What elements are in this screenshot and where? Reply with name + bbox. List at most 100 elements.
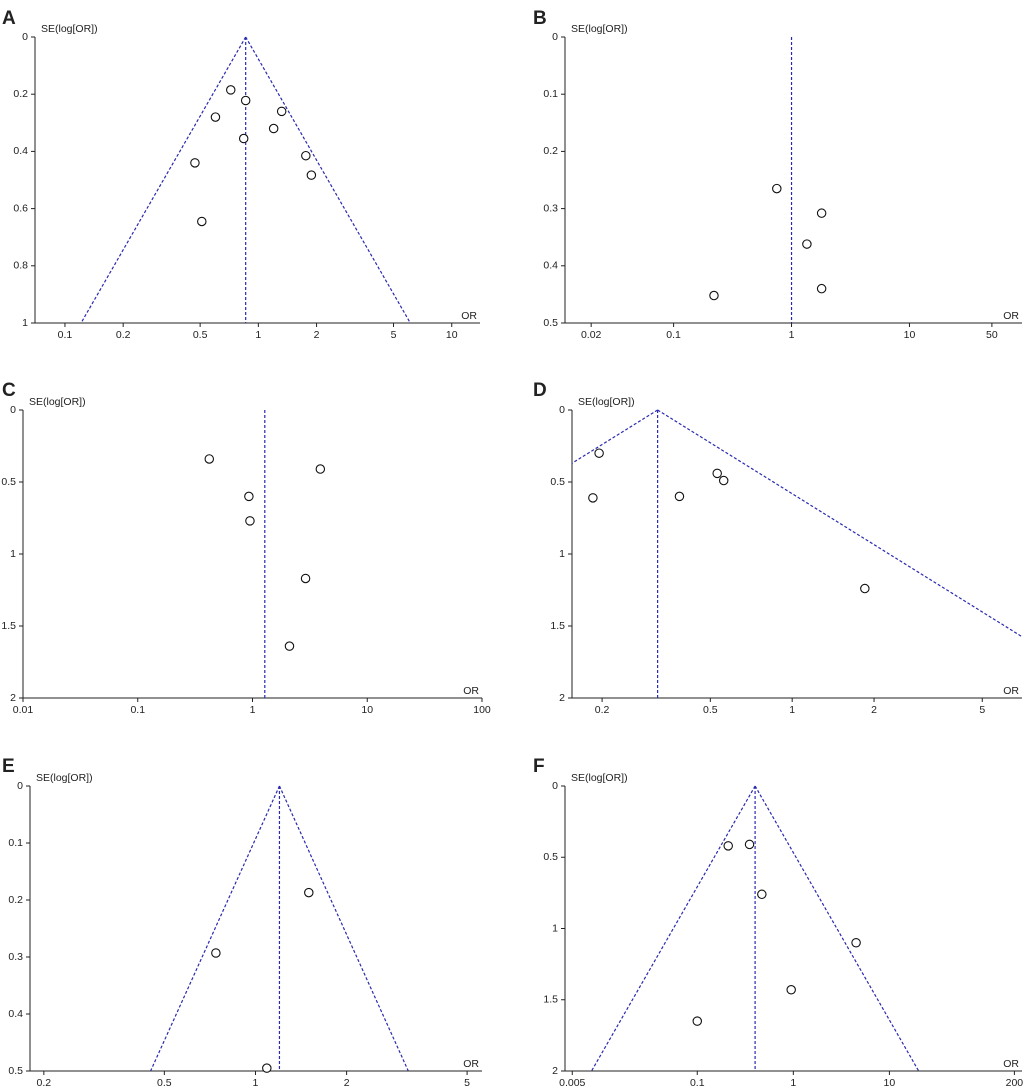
funnel-lines (572, 409, 1022, 698)
y-tick-label: 0.5 (543, 851, 558, 863)
y-axis-title: SE(log[OR]) (41, 23, 98, 35)
x-axis-title: OR (461, 310, 477, 322)
y-tick-label: 0 (552, 780, 558, 792)
funnel-lines (591, 785, 920, 1071)
study-point (723, 841, 733, 851)
study-point (226, 85, 236, 95)
y-tick-label: 1 (559, 548, 565, 560)
panel-c: C 0 0.5 1 1.5 20.01 0.1 1 10 100 SE(log[OR]) OR (1, 380, 491, 716)
study-point (244, 491, 254, 502)
x-tick-label: 0.5 (703, 704, 718, 716)
x-tick-label: 0.2 (595, 704, 610, 716)
x-tick-label: 1 (250, 704, 256, 716)
study-point (772, 183, 782, 194)
y-tick-label: 0 (552, 31, 558, 43)
x-tick-label: 5 (391, 329, 397, 341)
study-point (240, 95, 251, 106)
y-tick-label: 2 (559, 692, 565, 704)
y-tick-label: 0.4 (13, 145, 28, 157)
study-point (718, 475, 729, 486)
study-point (315, 464, 326, 474)
panel-letter: E (2, 756, 15, 777)
x-tick-label: 0.01 (13, 704, 34, 716)
y-tick-label: 0.5 (550, 476, 565, 488)
y-tick-label: 1 (10, 548, 16, 560)
x-tick-label: 1 (790, 1077, 796, 1089)
y-tick-label: 1.5 (550, 620, 565, 632)
study-point (304, 887, 314, 898)
y-tick-label: 0.5 (543, 317, 558, 329)
y-tick-label: 0.1 (543, 88, 558, 100)
y-tick-label: 0 (10, 404, 16, 416)
x-tick-label: 1 (789, 704, 795, 716)
study-point (744, 839, 755, 850)
funnel-left-line (150, 785, 280, 1071)
x-tick-label: 0.2 (37, 1077, 52, 1089)
study-point (709, 290, 719, 301)
y-tick-label: 1.5 (1, 620, 16, 632)
study-point (816, 283, 827, 294)
y-tick-label: 0.4 (543, 260, 558, 272)
study-point (211, 948, 221, 958)
panel-a: A0 0.2 0.4 0.6 0.8 1 0.1 0.2 0.5 1 2 5 10 SE(log[OR])… (2, 8, 480, 341)
y-tick-label: 1 (22, 317, 28, 329)
y-tick-label: 0.2 (13, 88, 28, 100)
x-tick-label: 0.5 (157, 1077, 172, 1089)
panel-letter: D (533, 380, 547, 401)
panel-d: D0 0.5 1 1.5 2 0.2 0.5 1 2 5 SE(log[OR]) OR (533, 380, 1022, 716)
study-point (588, 493, 598, 503)
study-point (301, 150, 311, 161)
x-tick-label: 10 (446, 329, 458, 341)
study-point (692, 1016, 703, 1026)
x-tick-label: 0.1 (690, 1077, 705, 1089)
y-tick-label: 0.6 (13, 202, 28, 214)
x-tick-label: 10 (884, 1077, 896, 1089)
x-tick-label: 5 (464, 1077, 470, 1089)
study-point (306, 170, 317, 180)
x-tick-label: 2 (344, 1077, 350, 1089)
x-axis-title: OR (1003, 685, 1019, 697)
funnel-right-line (278, 785, 409, 1071)
y-tick-label: 0.5 (8, 1065, 23, 1077)
x-tick-label: 200 (1006, 1077, 1024, 1089)
study-point (712, 468, 722, 479)
study-point (851, 937, 861, 948)
study-point (245, 516, 255, 526)
x-tick-label: 0.5 (193, 329, 208, 341)
x-axis-title: OR (1003, 1058, 1019, 1070)
x-tick-label: 10 (361, 704, 373, 716)
x-tick-label: 1 (255, 329, 261, 341)
x-tick-label: 0.1 (666, 329, 681, 341)
y-tick-label: 0.8 (13, 260, 28, 272)
study-point (802, 239, 812, 249)
x-tick-label: 0.1 (130, 704, 145, 716)
y-tick-label: 1 (552, 922, 558, 934)
y-tick-label: 1.5 (543, 994, 558, 1006)
study-point (284, 641, 295, 651)
panel-f: F0 0.5 1 1.5 20.005 0.1 1 10 200 SE(log[OR]) OR (533, 756, 1023, 1089)
y-tick-label: 0.2 (8, 894, 23, 906)
x-tick-label: 1 (789, 329, 795, 341)
y-tick-label: 0.3 (8, 951, 23, 963)
study-point (204, 454, 215, 464)
study-point (757, 889, 767, 900)
y-tick-label: 0 (17, 780, 23, 792)
study-point (276, 106, 287, 117)
y-axis-title: SE(log[OR]) (578, 396, 635, 408)
panel-e: E0 0.1 0.2 0.3 0.4 0.5 0.2 0.5 1 2 5 SE(log[OR]) OR (2, 756, 482, 1089)
panel-b: B0 0.1 0.2 0.3 0.4 0.5 0.02 0.1 1 10 50 SE(log[OR])… (533, 8, 1022, 341)
funnel-lines (150, 785, 409, 1071)
study-point (816, 208, 827, 218)
x-tick-label: 0.005 (559, 1077, 585, 1089)
x-tick-label: 1 (253, 1077, 259, 1089)
study-point (300, 573, 311, 584)
y-axis-title: SE(log[OR]) (29, 396, 86, 408)
y-tick-label: 0 (22, 31, 28, 43)
x-tick-label: 0.1 (58, 329, 73, 341)
y-tick-label: 0.1 (8, 837, 23, 849)
study-point (238, 133, 249, 144)
y-tick-label: 2 (10, 692, 16, 704)
x-tick-label: 2 (314, 329, 320, 341)
x-axis-title: OR (463, 1058, 479, 1070)
